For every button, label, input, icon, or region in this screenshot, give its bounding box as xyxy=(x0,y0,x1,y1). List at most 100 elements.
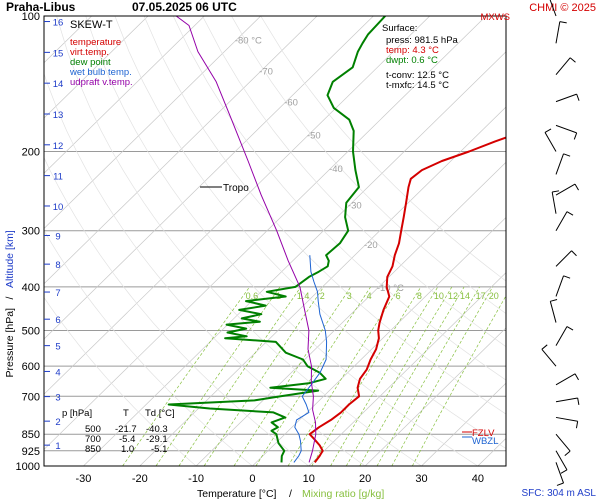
tropopause-label: Tropo xyxy=(223,183,249,194)
isotherm-label: -40 xyxy=(329,164,343,175)
temperature-tick-label: 40 xyxy=(472,473,484,485)
dry-adiabat-line xyxy=(172,16,506,381)
surface-dwpt: dwpt: 0.6 °C xyxy=(386,55,438,66)
mixing-ratio-label: 4 xyxy=(367,291,372,301)
legend-title: SKEW-T xyxy=(70,19,113,31)
wind-barb-flag xyxy=(566,326,574,331)
series-wet-bulb-temp-line xyxy=(293,255,328,463)
series-layer xyxy=(167,16,506,463)
altitude-tick-label: 4 xyxy=(55,367,60,378)
temperature-tick-label: 0 xyxy=(249,473,255,485)
mixing-ratio-line xyxy=(376,286,480,466)
legend-wet-bulb: wet bulb temp. xyxy=(69,67,132,78)
mixing-ratio-line xyxy=(311,286,422,466)
dry-adiabat-line xyxy=(260,16,506,282)
temperature-tick-label: -30 xyxy=(75,473,91,485)
mixing-ratio-line xyxy=(330,286,439,466)
isotherm-label: -10 °C xyxy=(377,283,404,294)
altitude-tick-label: 16 xyxy=(53,18,64,29)
table-cell: -29.1 xyxy=(146,434,168,445)
wind-barb-flag xyxy=(563,275,571,279)
surface-tmxfc: t-mxfc: 14.5 °C xyxy=(386,80,449,91)
plot-frame xyxy=(43,15,507,467)
altitude-tick-label: 6 xyxy=(55,315,60,326)
mixing-ratio-label: 10 xyxy=(434,291,444,301)
legend-updraft: udpraft v.temp. xyxy=(70,77,133,88)
surface-info: Surface: press: 981.5 hPa temp: 4.3 °C d… xyxy=(382,23,459,91)
wind-barb-flag xyxy=(563,153,571,157)
wind-barb-flag xyxy=(541,344,548,350)
altitude-tick-label: 9 xyxy=(55,231,60,242)
mixing-ratio-label: 1.4 xyxy=(297,291,310,301)
wind-barb-flag xyxy=(556,482,564,486)
wind-barb xyxy=(555,211,568,231)
mixing-ratio-line xyxy=(359,286,465,466)
isotherm-label: -20 xyxy=(364,240,378,251)
series-temperature-line xyxy=(308,136,506,463)
isotherm-line xyxy=(252,216,506,466)
levels-table: p [hPa] T Td [°C] 500 -21.7 -40.3 700 -5… xyxy=(62,408,175,455)
pressure-tick-label: 700 xyxy=(22,391,40,403)
mixing-ratio-label: 8 xyxy=(417,291,422,301)
mixing-ratio-line xyxy=(233,286,351,466)
surface-title: Surface: xyxy=(382,23,417,34)
mixing-ratio-line xyxy=(178,286,302,466)
wind-barb-flag xyxy=(569,57,576,63)
wind-barb xyxy=(555,373,576,386)
wind-barb xyxy=(555,250,572,267)
pressure-tick-label: 400 xyxy=(22,282,40,294)
wind-barb-flag xyxy=(576,93,580,101)
table-header-td: Td [°C] xyxy=(145,408,175,419)
isotherm-label: -60 xyxy=(284,97,298,108)
table-header-t: T xyxy=(123,408,129,419)
wind-barb xyxy=(555,433,571,452)
y-axis-label-altitude: Altitude [km] xyxy=(4,230,16,288)
pressure-tick-label: 500 xyxy=(22,326,40,338)
pressure-tick-label: 600 xyxy=(22,361,40,373)
table-cell: 850 xyxy=(85,444,101,455)
x-axis-label-sep: / xyxy=(289,488,292,500)
mixing-ratio-label: 6 xyxy=(396,291,401,301)
wind-barb xyxy=(555,93,577,103)
table-header-p: p [hPa] xyxy=(62,408,92,419)
wind-barb xyxy=(555,183,576,196)
legend-virt-temp: virt.temp. xyxy=(70,47,109,58)
pressure-tick-label: 925 xyxy=(22,446,40,458)
wind-barb-flag xyxy=(574,373,579,381)
wind-barb xyxy=(541,348,557,367)
dry-adiabat-line xyxy=(56,16,422,466)
x-axis-label-mixing: Mixing ratio [g/kg] xyxy=(302,488,384,500)
mixing-ratio-label: 17 xyxy=(476,291,486,301)
legend: SKEW-T temperature virt.temp. dew point … xyxy=(69,19,133,88)
dry-adiabat-line xyxy=(44,296,197,466)
temperature-tick-label: 30 xyxy=(415,473,427,485)
y-axis-label-pressure: Pressure [hPa] xyxy=(4,308,16,378)
dry-adiabat-line xyxy=(85,16,478,466)
wind-barb-flag xyxy=(571,250,577,257)
mixing-ratio-line xyxy=(203,286,324,466)
temperature-tick-label: -10 xyxy=(188,473,204,485)
isotherm-line xyxy=(308,272,506,466)
altitude-tick-label: 11 xyxy=(53,172,63,183)
dry-adiabat-line xyxy=(44,72,366,466)
series-dew-point-line xyxy=(167,16,386,463)
isotherm-line xyxy=(44,16,487,450)
sfc-label: SFC: 304 m ASL xyxy=(522,488,597,499)
isotherm-line xyxy=(44,16,205,174)
isotherm-label: -30 xyxy=(348,201,362,212)
altitude-tick-label: 3 xyxy=(55,393,60,404)
mixing-ratio-label: 14 xyxy=(460,291,470,301)
altitude-tick-label: 10 xyxy=(53,202,64,213)
wind-barb-flag xyxy=(550,299,558,302)
altitude-tick-label: 7 xyxy=(55,288,60,299)
table-cell: 1.0 xyxy=(121,444,134,455)
table-cell: -21.7 xyxy=(115,424,137,435)
mixing-ratio-line xyxy=(391,286,494,466)
table-cell: -5.1 xyxy=(151,444,167,455)
wind-barb-flag xyxy=(559,21,567,24)
wind-barb-flag xyxy=(575,421,579,429)
wind-barb xyxy=(555,21,561,44)
isotherm-line xyxy=(139,106,506,466)
altitude-tick-label: 12 xyxy=(53,141,64,152)
